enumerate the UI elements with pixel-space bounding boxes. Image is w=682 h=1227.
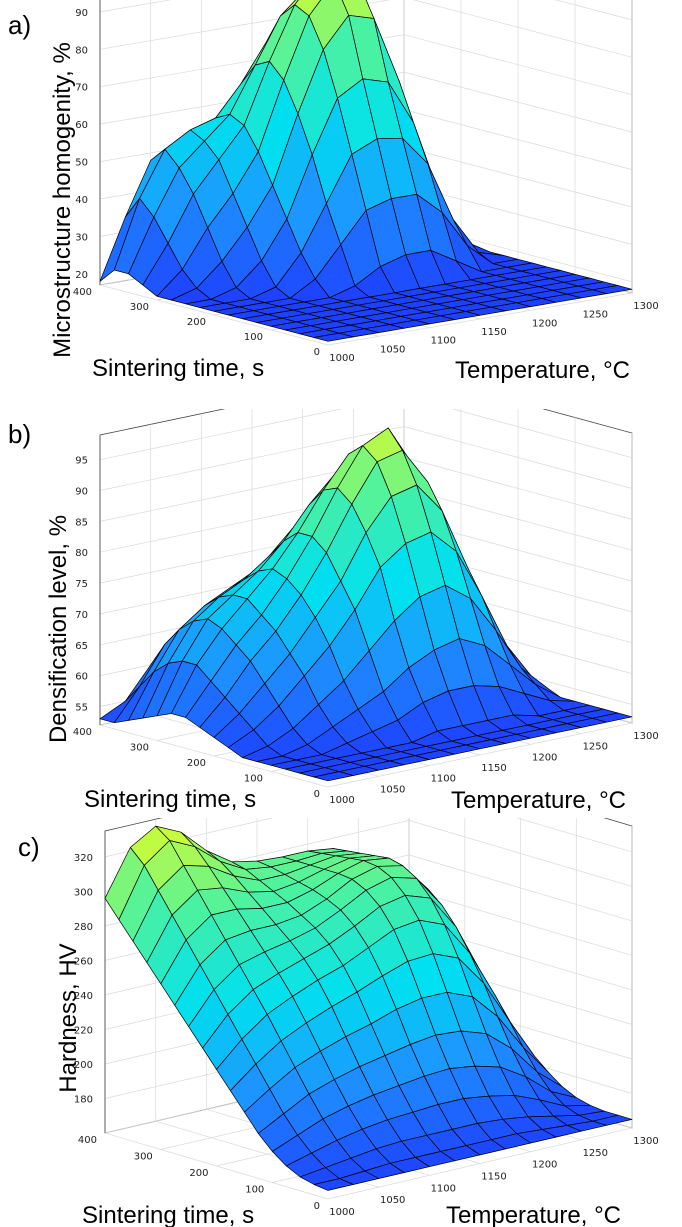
z-tick-label: 300 bbox=[74, 887, 93, 898]
y-axis-title: Sintering time, s bbox=[92, 355, 264, 382]
z-tick-label: 40 bbox=[75, 195, 88, 206]
z-tick-label: 70 bbox=[75, 83, 88, 94]
surface-patch bbox=[313, 332, 354, 342]
chart-panel-a: 1000 1050 1100 1150 1200 1250 1300 0 100 200 300 40… bbox=[0, 0, 682, 409]
x-tick-label: 1300 bbox=[633, 1136, 658, 1147]
x-tick-label: 1150 bbox=[481, 763, 506, 774]
z-tick-label: 75 bbox=[75, 579, 88, 590]
y-tick-label: 300 bbox=[134, 1152, 153, 1163]
z-tick-label: 60 bbox=[75, 120, 88, 131]
x-tick-label: 1150 bbox=[481, 327, 506, 338]
y-tick-label: 100 bbox=[244, 332, 263, 343]
z-axis-title: Hardness, HV bbox=[55, 943, 82, 1092]
z-tick-label: 50 bbox=[75, 158, 88, 169]
axis-labels: b) Sintering time, s Temperature, °C Densif… bbox=[8, 419, 626, 814]
z-tick-label: 95 bbox=[75, 456, 88, 467]
y-tick-label: 0 bbox=[314, 1201, 320, 1212]
y-tick-label: 200 bbox=[187, 758, 206, 769]
x-tick-label: 1250 bbox=[583, 742, 608, 753]
x-tick-label: 1100 bbox=[431, 336, 456, 347]
z-tick-label: 240 bbox=[74, 991, 93, 1002]
surface-plot-densification: 1000 1050 1100 1150 1200 1250 1300 0 100 200 300 40… bbox=[8, 409, 659, 814]
x-axis-title: Temperature, °C bbox=[446, 1202, 621, 1227]
axis-labels: c) Sintering time, s Temperature, °C Hardne… bbox=[18, 832, 621, 1227]
y-tick-label: 0 bbox=[314, 347, 320, 358]
y-tick-label: 200 bbox=[187, 317, 206, 328]
x-tick-label: 1050 bbox=[380, 1195, 405, 1206]
x-tick-label: 1200 bbox=[532, 752, 557, 763]
surface-plot-hardness: 1000 1050 1100 1150 1200 1250 1300 0 100 200 300 40… bbox=[18, 818, 659, 1227]
z-axis-title: Microstructure homogenity, % bbox=[49, 42, 76, 358]
x-tick-label: 1050 bbox=[380, 784, 405, 795]
x-tick-label: 1050 bbox=[380, 344, 405, 355]
y-tick-label: 200 bbox=[189, 1168, 208, 1179]
y-tick-label: 100 bbox=[245, 1185, 264, 1196]
chart-panel-b: 1000 1050 1100 1150 1200 1250 1300 0 100 200 300 40… bbox=[0, 409, 682, 818]
z-tick-label: 60 bbox=[75, 672, 88, 683]
y-tick-label: 100 bbox=[244, 774, 263, 785]
y-axis-title: Sintering time, s bbox=[82, 1202, 254, 1227]
y-gridline bbox=[327, 433, 633, 788]
y-gridline bbox=[327, 0, 633, 346]
chart-panel-c: 1000 1050 1100 1150 1200 1250 1300 0 100 200 300 40… bbox=[0, 818, 682, 1227]
x-tick-label: 1000 bbox=[329, 353, 354, 364]
panel-letter: a) bbox=[8, 10, 31, 40]
panel-letter: b) bbox=[8, 419, 31, 449]
x-tick-label: 1300 bbox=[633, 301, 658, 312]
x-axis-title: Temperature, °C bbox=[451, 787, 626, 814]
x-tick-label: 1100 bbox=[431, 774, 456, 785]
surface bbox=[104, 825, 633, 1191]
y-tick-label: 400 bbox=[73, 287, 92, 298]
z-tick-label: 80 bbox=[75, 548, 88, 559]
z-tick-label: 85 bbox=[75, 517, 88, 528]
x-tick-label: 1300 bbox=[633, 731, 658, 742]
surface bbox=[99, 427, 633, 782]
x-axis-title: Temperature, °C bbox=[455, 357, 630, 384]
x-tick-label: 1150 bbox=[481, 1172, 506, 1183]
x-tick-label: 1000 bbox=[329, 1207, 354, 1218]
z-axis-title: Densification level, % bbox=[45, 515, 72, 743]
z-tick-label: 320 bbox=[74, 853, 93, 864]
axis-labels: a) Sintering time, s Temperature, °C Micros… bbox=[8, 10, 630, 384]
y-tick-label: 400 bbox=[73, 727, 92, 738]
z-tick-label: 180 bbox=[74, 1095, 93, 1106]
y-tick-label: 300 bbox=[130, 302, 149, 313]
z-tick-label: 80 bbox=[75, 45, 88, 56]
x-tick-label: 1000 bbox=[329, 795, 354, 806]
z-tick-label: 260 bbox=[74, 956, 93, 967]
z-tick-label: 55 bbox=[75, 703, 88, 714]
y-tick-label: 300 bbox=[130, 743, 149, 754]
z-tick-label: 90 bbox=[75, 8, 88, 19]
y-tick-label: 0 bbox=[314, 789, 320, 800]
x-tick-label: 1200 bbox=[532, 1160, 557, 1171]
z-tick-label: 70 bbox=[75, 610, 88, 621]
z-tick-label: 30 bbox=[75, 232, 88, 243]
x-tick-label: 1250 bbox=[583, 310, 608, 321]
tick-labels: 1000 1050 1100 1150 1200 1250 1300 0 100 200 300 40… bbox=[73, 456, 659, 806]
z-tick-label: 90 bbox=[75, 487, 88, 498]
surface bbox=[99, 0, 633, 342]
tick-labels: 1000 1050 1100 1150 1200 1250 1300 0 100 200 300 40… bbox=[73, 8, 659, 364]
y-tick-label: 400 bbox=[78, 1135, 97, 1146]
surface-plot-homogeneity: 1000 1050 1100 1150 1200 1250 1300 0 100 200 300 40… bbox=[8, 0, 659, 384]
panel-letter: c) bbox=[18, 832, 40, 862]
x-tick-label: 1200 bbox=[532, 318, 557, 329]
z-tick-label: 200 bbox=[74, 1060, 93, 1071]
z-tick-label: 220 bbox=[74, 1026, 93, 1037]
surface-patch bbox=[313, 1178, 354, 1191]
z-tick-label: 280 bbox=[74, 922, 93, 933]
x-tick-label: 1100 bbox=[431, 1183, 456, 1194]
surface-patch bbox=[313, 771, 354, 782]
tick-labels: 1000 1050 1100 1150 1200 1250 1300 0 100 200 300 40… bbox=[74, 853, 659, 1218]
x-tick-label: 1250 bbox=[583, 1148, 608, 1159]
z-tick-label: 20 bbox=[75, 270, 88, 281]
z-tick-label: 65 bbox=[75, 641, 88, 652]
y-gridline bbox=[327, 826, 633, 1200]
y-axis-title: Sintering time, s bbox=[84, 786, 256, 813]
